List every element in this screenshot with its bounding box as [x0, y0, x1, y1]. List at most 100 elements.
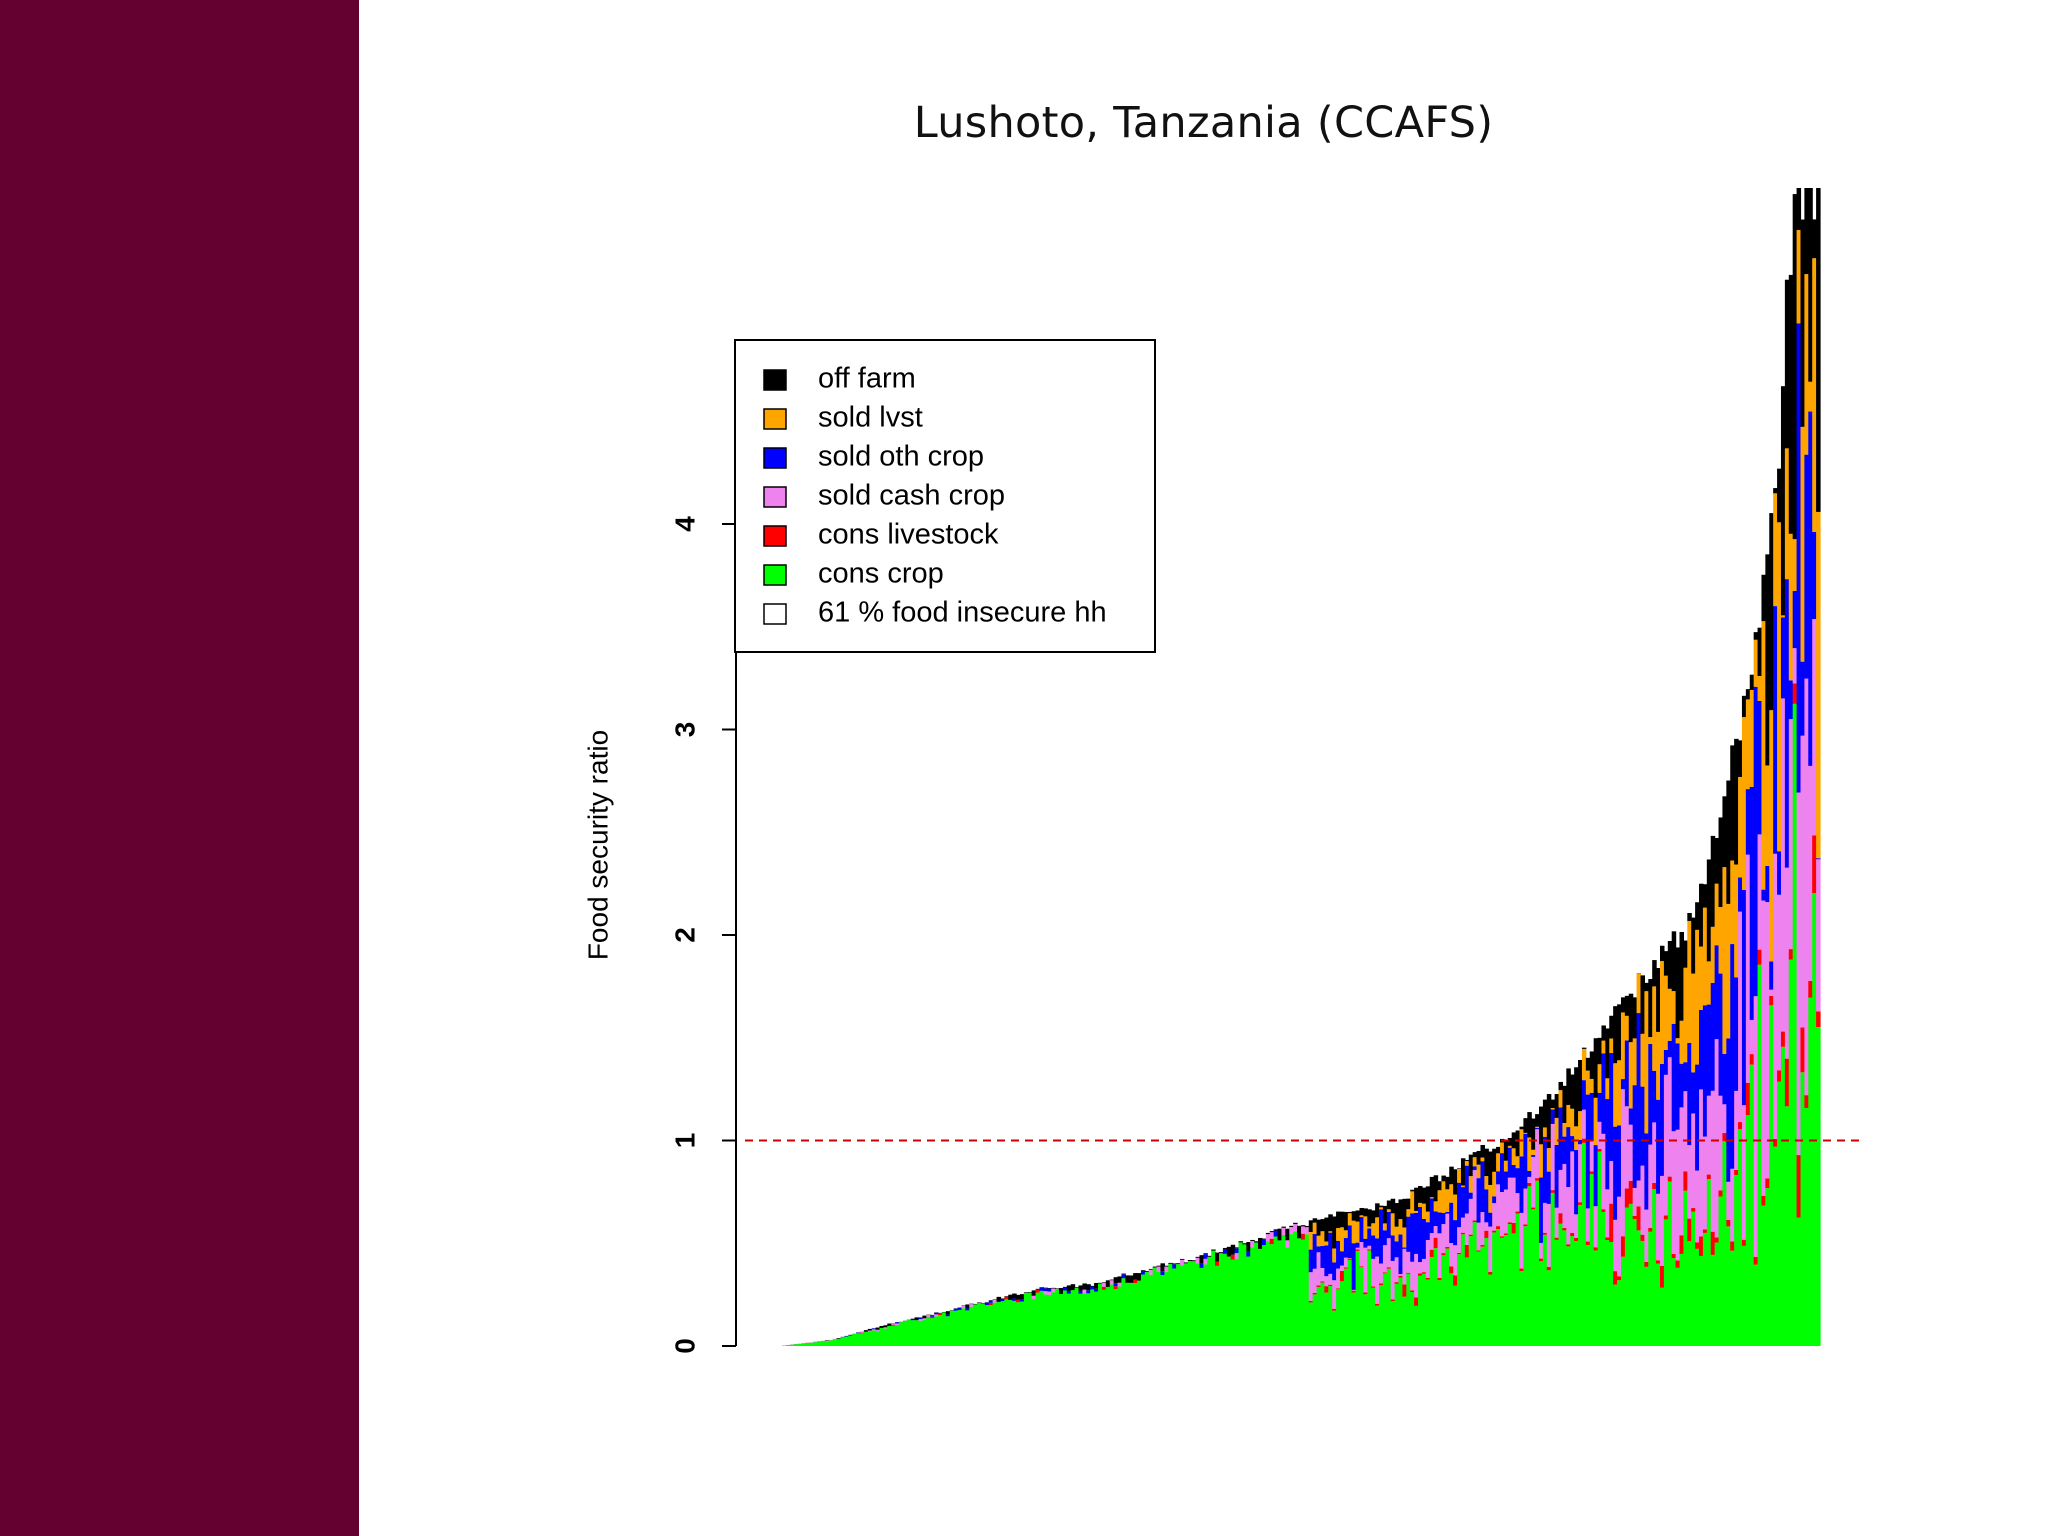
bar-segment: [1632, 1215, 1638, 1220]
bar-segment: [1812, 893, 1817, 1346]
bar-segment: [1769, 1005, 1774, 1346]
bar-segment: [1016, 1302, 1021, 1346]
bar-segment: [1332, 1308, 1337, 1311]
bar-segment: [1406, 1251, 1411, 1273]
bar-segment: [1800, 426, 1805, 662]
bar-segment: [1640, 1086, 1645, 1166]
bar-segment: [1219, 1252, 1224, 1254]
bar-segment: [1140, 1270, 1146, 1271]
bar-segment: [1488, 1274, 1493, 1346]
bar-segment: [1047, 1288, 1052, 1292]
bar-segment: [1086, 1290, 1091, 1294]
bar-segment: [1585, 1208, 1591, 1242]
bar-segment: [1683, 1190, 1688, 1346]
bar-segment: [1367, 1249, 1372, 1251]
bar-segment: [1480, 1144, 1485, 1158]
bar-segment: [1476, 1251, 1482, 1346]
bar-segment: [1445, 1211, 1450, 1214]
bar-segment: [1562, 1163, 1567, 1229]
bar-segment: [1312, 1222, 1318, 1235]
bar-segment: [1312, 1268, 1318, 1293]
bar-segment: [1355, 1247, 1361, 1250]
bar-segment: [867, 1331, 873, 1346]
bar-segment: [1585, 1241, 1591, 1245]
bar-segment: [922, 1315, 927, 1319]
bar-segment: [1058, 1288, 1064, 1295]
bar-segment: [1460, 1185, 1466, 1188]
bar-segment: [1121, 1278, 1126, 1346]
bar-segment: [1460, 1234, 1466, 1346]
bar-segment: [1351, 1220, 1357, 1244]
bar-segment: [1363, 1247, 1368, 1293]
bar-segment: [961, 1305, 966, 1309]
bar-segment: [1129, 1275, 1134, 1283]
bar-segment: [824, 1341, 830, 1346]
bar-segment: [1585, 1057, 1591, 1071]
bar-segment: [1570, 1236, 1575, 1346]
bar-segment: [1379, 1283, 1384, 1286]
bar-segment: [1339, 1281, 1345, 1346]
bar-segment: [953, 1310, 959, 1346]
bar-segment: [1347, 1211, 1353, 1214]
bar-segment: [793, 1344, 799, 1346]
bar-segment: [1379, 1205, 1384, 1208]
bar-segment: [1039, 1287, 1044, 1291]
bar-segment: [1051, 1287, 1056, 1289]
bar-segment: [1117, 1286, 1123, 1346]
bar-segment: [1437, 1277, 1443, 1281]
bar-segment: [1624, 1188, 1630, 1208]
bar-segment: [1289, 1227, 1294, 1235]
bar-segment: [875, 1327, 881, 1330]
bar-segment: [1203, 1254, 1208, 1259]
bar-segment: [1792, 703, 1798, 1346]
bar-segment: [1780, 698, 1786, 1032]
bar-segment: [1515, 1211, 1521, 1214]
bar-segment: [1031, 1298, 1037, 1346]
bar-segment: [871, 1330, 877, 1346]
bar-segment: [1656, 1099, 1661, 1194]
bar-segment: [1640, 1165, 1645, 1235]
bar-segment: [1328, 1286, 1333, 1346]
bar-segment: [1663, 1074, 1669, 1216]
bar-segment: [1499, 1153, 1505, 1193]
bar-segment: [1613, 1126, 1618, 1220]
bar-segment: [1421, 1258, 1427, 1273]
bar-segment: [883, 1328, 888, 1346]
bar-segment: [1620, 997, 1626, 1013]
bar-segment: [1472, 1157, 1478, 1167]
bar-segment: [1640, 1241, 1645, 1346]
bar-segment: [1620, 1089, 1626, 1237]
bar-segment: [1648, 1227, 1653, 1232]
bar-segment: [1687, 1145, 1692, 1219]
legend-label: sold lvst: [818, 402, 923, 434]
bar-segment: [1617, 1060, 1622, 1126]
bar-segment: [1339, 1270, 1345, 1282]
bar-segment: [1363, 1208, 1368, 1217]
bar-segment: [1699, 1009, 1704, 1090]
bar-segment: [891, 1323, 896, 1325]
bar-segment: [1562, 1230, 1567, 1346]
bar-segment: [1234, 1258, 1240, 1346]
bar-segment: [1144, 1271, 1150, 1346]
bar-segment: [1472, 1152, 1478, 1158]
bar-segment: [1757, 675, 1763, 701]
bar-segment: [1663, 1219, 1669, 1346]
bar-segment: [1098, 1282, 1103, 1284]
bar-segment: [1574, 1237, 1579, 1241]
bar-segment: [1023, 1292, 1029, 1346]
bar-segment: [1386, 1211, 1392, 1239]
bar-segment: [1652, 986, 1657, 1071]
bar-segment: [1535, 1114, 1540, 1127]
bar-segment: [1726, 1038, 1731, 1182]
bar-segment: [1402, 1198, 1407, 1228]
bar-segment: [1222, 1253, 1228, 1346]
bar-segment: [1788, 959, 1794, 1346]
bar-segment: [1796, 792, 1802, 1156]
bar-segment: [1019, 1299, 1025, 1302]
bar-segment: [1492, 1230, 1497, 1233]
bar-segment: [1293, 1224, 1298, 1232]
bar-segment: [1375, 1303, 1380, 1306]
bar-segment: [1320, 1245, 1325, 1268]
bar-segment: [1363, 1216, 1368, 1239]
bar-segment: [1363, 1294, 1368, 1346]
